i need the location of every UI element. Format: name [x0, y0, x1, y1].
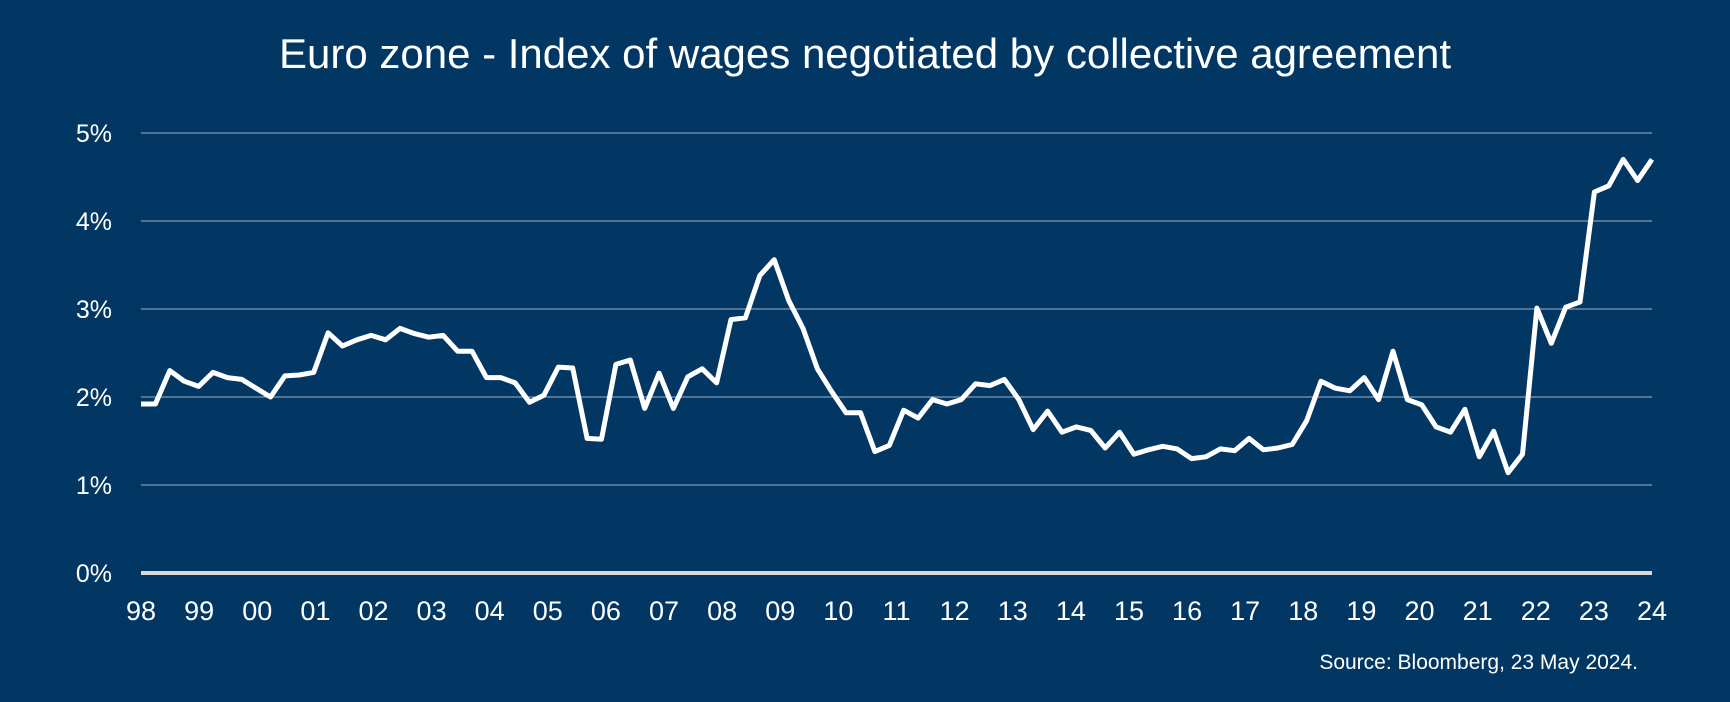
- x-tick-label: 05: [533, 596, 563, 626]
- x-tick-label: 02: [358, 596, 388, 626]
- x-tick-label: 11: [882, 596, 910, 626]
- x-tick-label: 20: [1405, 596, 1435, 626]
- x-tick-label: 21: [1463, 596, 1493, 626]
- x-tick-label: 16: [1172, 596, 1202, 626]
- x-tick-label: 00: [242, 596, 272, 626]
- x-tick-label: 98: [126, 596, 156, 626]
- x-tick-label: 03: [417, 596, 447, 626]
- y-tick-label: 2%: [76, 384, 112, 412]
- source-note: Source: Bloomberg, 23 May 2024.: [1319, 651, 1638, 674]
- y-tick-label: 1%: [76, 472, 112, 500]
- y-tick-label: 5%: [76, 120, 112, 148]
- x-tick-label: 23: [1579, 596, 1609, 626]
- y-tick-label: 0%: [76, 560, 112, 588]
- x-tick-label: 13: [998, 596, 1028, 626]
- y-tick-label: 4%: [76, 208, 112, 236]
- x-tick-label: 12: [940, 596, 970, 626]
- x-tick-label: 99: [184, 596, 214, 626]
- x-tick-label: 18: [1288, 596, 1318, 626]
- x-tick-label: 06: [591, 596, 621, 626]
- x-tick-label: 01: [300, 596, 330, 626]
- x-tick-label: 10: [823, 596, 853, 626]
- x-tick-label: 08: [707, 596, 737, 626]
- x-tick-label: 17: [1230, 596, 1260, 626]
- x-tick-label: 19: [1346, 596, 1376, 626]
- x-tick-label: 15: [1114, 596, 1144, 626]
- x-tick-label: 22: [1521, 596, 1551, 626]
- x-tick-label: 07: [649, 596, 679, 626]
- x-tick-label: 09: [765, 596, 795, 626]
- chart-title: Euro zone - Index of wages negotiated by…: [278, 30, 1452, 77]
- x-tick-label: 04: [475, 596, 505, 626]
- x-tick-label: 24: [1637, 596, 1667, 626]
- x-tick-label: 14: [1056, 596, 1086, 626]
- wage-index-line: [141, 156, 1655, 476]
- y-tick-label: 3%: [76, 296, 112, 324]
